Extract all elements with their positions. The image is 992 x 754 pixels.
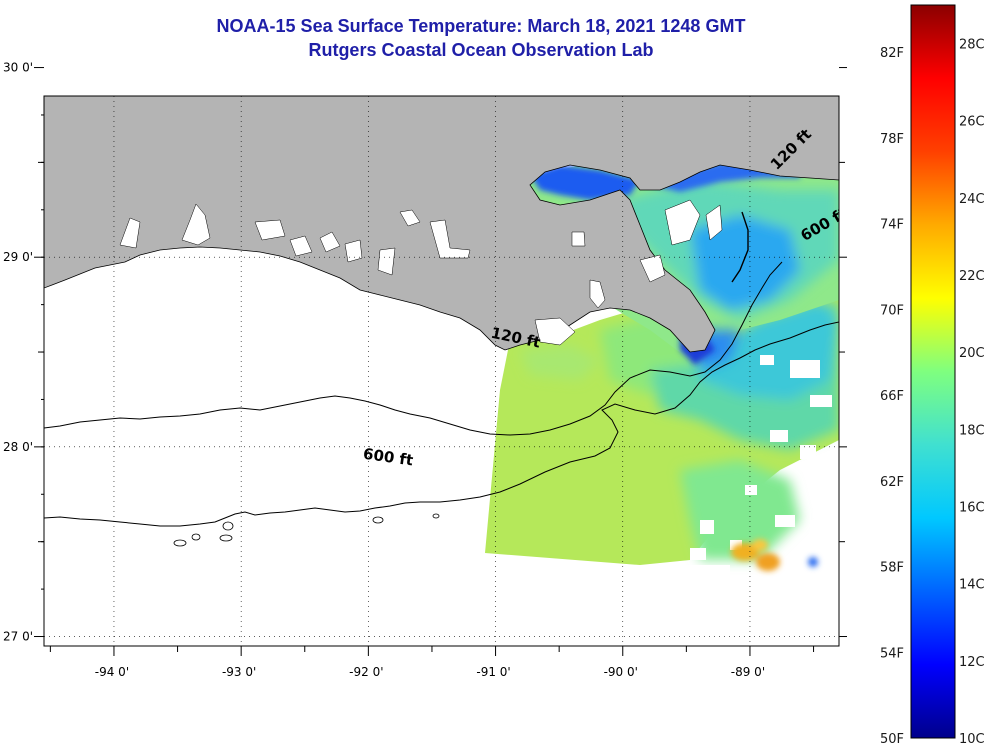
map-subtitle: Rutgers Coastal Ocean Observation Lab [308,40,654,60]
lon-tick-label: -94 0' [95,665,129,679]
contour-120ft-west [44,261,783,436]
reef-contours [173,513,440,547]
colorbar-f-label: 50F [880,732,904,747]
lat-tick-label: 30 0' [3,61,33,75]
lon-tick-label: -89 0' [731,665,765,679]
graticule [44,96,839,646]
colorbar-c-label: 16C [959,501,985,516]
inland-water [119,199,723,346]
colorbar-f-label: 62F [880,475,904,490]
colorbar-c-label: 14C [959,578,985,593]
lon-tick-label: -92 0' [349,665,383,679]
colorbar-f-label: 74F [880,218,904,233]
lon-tick-label: -90 0' [604,665,638,679]
axis-ticks [34,67,847,656]
lon-tick-label: -91 0' [476,665,510,679]
colorbar-f-label: 78F [880,132,904,147]
colorbar-c-label: 26C [959,115,985,130]
map-frame [43,95,840,647]
colorbar-f-label: 82F [880,46,904,61]
lat-tick-label: 28 0' [3,440,33,454]
colorbar-c-label: 28C [959,38,985,53]
colorbar-f-label: 66F [880,389,904,404]
sst-swath [485,155,839,646]
lat-tick-label: 27 0' [3,630,33,644]
colorbar-c-label: 24C [959,192,985,207]
colorbar-f-label: 54F [880,646,904,661]
colorbar-c-label: 12C [959,655,985,670]
colorbar-c-label: 10C [959,732,985,747]
colorbar-c-label: 18C [959,423,985,438]
colorbar-c-label: 20C [959,346,985,361]
colorbar [910,4,956,739]
colorbar-c-label: 22C [959,269,985,284]
colorbar-f-label: 70F [880,303,904,318]
lon-tick-label: -93 0' [222,665,256,679]
map-title: NOAA-15 Sea Surface Temperature: March 1… [216,16,746,36]
colorbar-f-label: 58F [880,561,904,576]
lat-tick-label: 29 0' [3,250,33,264]
contour-600ft [44,321,839,527]
chandeleur-islands [731,211,749,283]
